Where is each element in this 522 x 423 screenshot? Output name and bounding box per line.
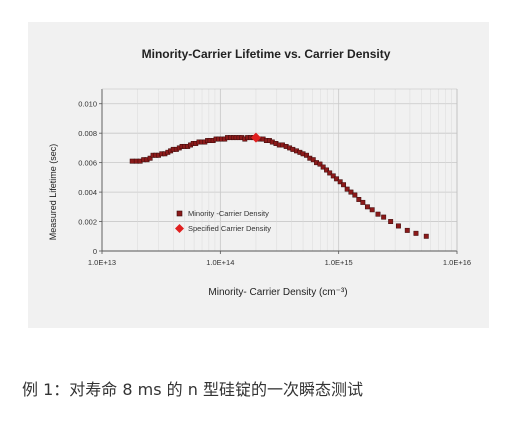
- data-point: [330, 173, 336, 179]
- data-point: [310, 157, 316, 163]
- data-point: [388, 219, 394, 224]
- x-axis-label: Minority- Carrier Density (cm⁻³): [208, 287, 347, 298]
- data-point: [304, 152, 309, 158]
- data-point: [356, 197, 362, 202]
- grid-lines: [101, 89, 458, 251]
- data-point: [129, 158, 135, 164]
- chart-title: Minority-Carrier Lifetime vs. Carrier De…: [142, 47, 391, 61]
- data-point: [341, 182, 347, 188]
- data-point: [364, 204, 370, 210]
- data-series: [129, 132, 429, 239]
- tick-labels: 0 0.002 0.004 0.006 0.008 0.010 1.0E+13 1.0E+14…: [78, 100, 471, 267]
- data-point: [317, 161, 323, 167]
- legend-marker-square: [176, 210, 183, 217]
- y-tick-label: 0: [93, 247, 97, 256]
- highlight-point: [250, 132, 261, 143]
- x-tick-label: 1.0E+15: [325, 258, 353, 267]
- y-tick-label: 0.008: [78, 129, 97, 138]
- data-point: [352, 192, 358, 198]
- figure-caption: 例 1：对寿命 8 ms 的 n 型硅锭的一次瞬态测试: [22, 380, 363, 399]
- plot-area: [102, 89, 457, 251]
- data-point: [334, 176, 340, 182]
- data-point: [369, 207, 375, 213]
- data-point: [375, 211, 381, 217]
- legend-label-series: Minority -Carrier Density: [188, 209, 269, 218]
- x-tick-label: 1.0E+14: [206, 258, 234, 267]
- data-point: [395, 223, 401, 229]
- data-point: [324, 167, 330, 173]
- y-tick-label: 0.010: [78, 100, 97, 109]
- legend: Minority -Carrier Density Specified Carr…: [175, 209, 271, 233]
- chart-svg: Minority-Carrier Lifetime vs. Carrier De…: [48, 47, 471, 298]
- data-point: [404, 227, 410, 233]
- data-point: [381, 214, 387, 220]
- data-point: [360, 199, 366, 205]
- data-point: [320, 164, 326, 170]
- data-point: [147, 155, 153, 161]
- legend-marker-diamond: [175, 224, 184, 233]
- data-point: [423, 233, 429, 239]
- y-axis-label: Measured Lifetime (sec): [48, 144, 58, 241]
- x-tick-label: 1.0E+16: [443, 258, 471, 267]
- data-point: [413, 230, 419, 236]
- data-point: [337, 179, 343, 185]
- axes: [99, 88, 458, 254]
- data-point: [327, 170, 333, 176]
- y-tick-label: 0.002: [78, 218, 97, 227]
- legend-label-highlight: Specified Carrier Density: [188, 224, 271, 233]
- y-tick-label: 0.004: [78, 188, 97, 197]
- chart-figure: Minority-Carrier Lifetime vs. Carrier De…: [28, 22, 489, 328]
- x-tick-label: 1.0E+13: [88, 258, 116, 267]
- data-point: [348, 189, 354, 195]
- y-tick-label: 0.006: [78, 159, 97, 168]
- data-point: [344, 186, 350, 192]
